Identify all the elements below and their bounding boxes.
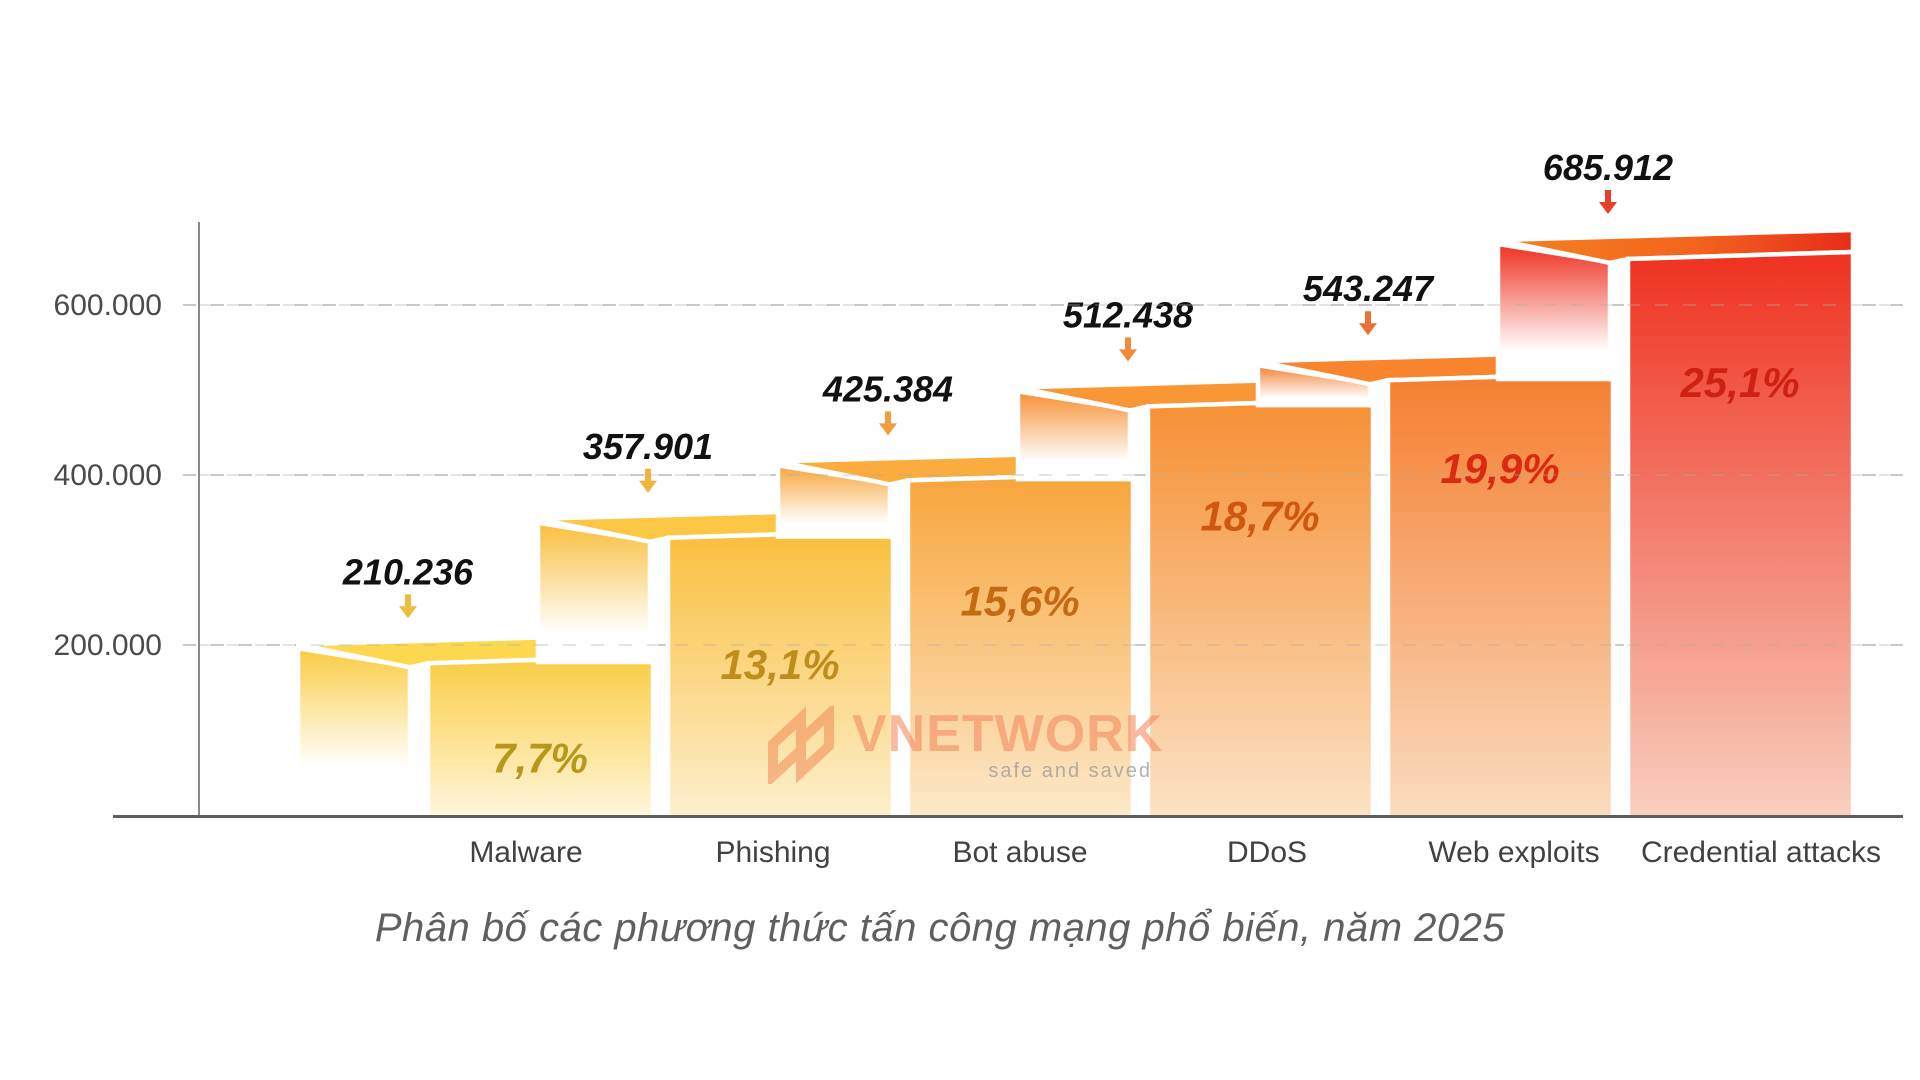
value-label-bot-abuse: 425.384 bbox=[822, 368, 953, 409]
vnetwork-logo-ribbon-left bbox=[768, 706, 806, 784]
bar-front-credential-attacks bbox=[1628, 251, 1853, 816]
value-arrow-bot-abuse bbox=[879, 411, 897, 436]
watermark-brand: VNETWORK bbox=[852, 705, 1164, 763]
ytick-label-600.000: 600.000 bbox=[54, 289, 162, 322]
percent-label-web-exploits: 19,9% bbox=[1440, 445, 1559, 492]
bar-group-web-exploits: 543.247 19,9% bbox=[1255, 268, 1616, 816]
ytick-label-400.000: 400.000 bbox=[54, 459, 162, 492]
value-label-web-exploits: 543.247 bbox=[1303, 268, 1435, 309]
category-label-ddos: DDoS bbox=[1227, 836, 1307, 869]
percent-label-credential-attacks: 25,1% bbox=[1679, 359, 1799, 406]
category-label-web-exploits: Web exploits bbox=[1428, 836, 1599, 869]
bar-group-credential-attacks: 685.912 25,1% bbox=[1495, 147, 1856, 816]
value-label-malware: 210.236 bbox=[342, 551, 474, 592]
value-arrow-malware bbox=[399, 594, 417, 619]
bar-front-outline-credential-attacks bbox=[1625, 249, 1856, 816]
value-label-ddos: 512.438 bbox=[1063, 294, 1193, 335]
bar-side-bot-abuse bbox=[778, 465, 890, 539]
value-arrow-ddos bbox=[1119, 337, 1137, 362]
bar-side-web-exploits bbox=[1258, 365, 1370, 408]
bar-front-malware bbox=[428, 656, 653, 816]
value-arrow-phishing bbox=[639, 468, 657, 493]
bar-group-bot-abuse: 425.384 15,6% bbox=[775, 368, 1136, 816]
bar-side-malware bbox=[298, 648, 410, 800]
value-arrow-web-exploits bbox=[1359, 311, 1377, 336]
bar-front-ddos bbox=[1148, 399, 1373, 816]
category-label-bot-abuse: Bot abuse bbox=[952, 836, 1087, 869]
bar-side-ddos bbox=[1018, 391, 1130, 482]
bar-front-phishing bbox=[668, 530, 893, 816]
watermark-tagline: safe and saved bbox=[988, 760, 1152, 782]
bar-front-web-exploits bbox=[1388, 373, 1613, 816]
percent-label-phishing: 13,1% bbox=[720, 641, 839, 688]
value-arrow-credential-attacks bbox=[1599, 189, 1617, 214]
ytick-label-200.000: 200.000 bbox=[54, 629, 162, 662]
value-label-phishing: 357.901 bbox=[583, 426, 713, 467]
bar-side-phishing bbox=[538, 522, 650, 665]
bar-side-credential-attacks bbox=[1498, 243, 1610, 382]
percent-label-ddos: 18,7% bbox=[1200, 492, 1319, 539]
category-label-credential-attacks: Credential attacks bbox=[1641, 836, 1881, 869]
value-label-credential-attacks: 685.912 bbox=[1543, 147, 1673, 188]
vnetwork-logo-ribbon-right bbox=[796, 706, 834, 784]
category-label-phishing: Phishing bbox=[715, 836, 830, 869]
vnetwork-logo-icon bbox=[768, 706, 834, 784]
bar-front-bot-abuse bbox=[908, 473, 1133, 816]
category-label-malware: Malware bbox=[469, 836, 582, 869]
percent-label-bot-abuse: 15,6% bbox=[960, 577, 1079, 624]
chart-caption: Phân bố các phương thức tấn công mạng ph… bbox=[374, 906, 1506, 950]
percent-label-malware: 7,7% bbox=[492, 734, 588, 781]
